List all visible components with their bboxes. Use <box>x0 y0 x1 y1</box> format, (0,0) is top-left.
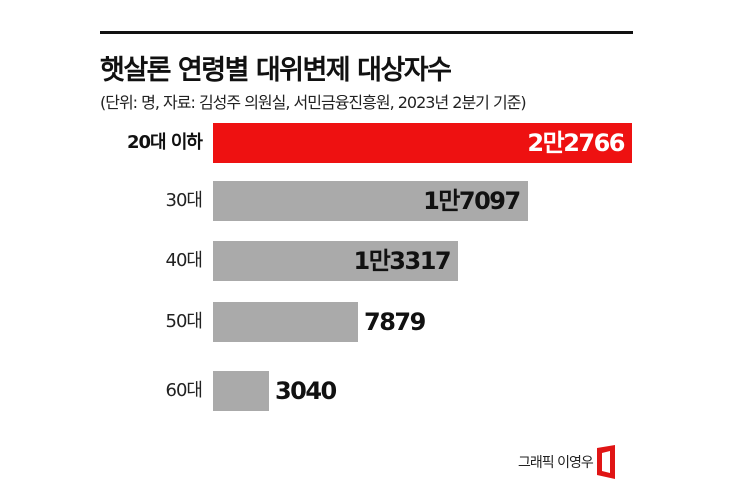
category-label: 30대 <box>165 190 203 211</box>
red-trapezoid-logo-icon <box>597 445 615 479</box>
bar <box>213 181 528 221</box>
category-label: 40대 <box>165 250 203 271</box>
value-label: 3040 <box>274 377 337 405</box>
value-label: 7879 <box>364 308 426 336</box>
category-label: 20대 이하 <box>127 132 203 153</box>
bar <box>213 123 632 163</box>
chart-subtitle: (단위: 명, 자료: 김성주 의원실, 서민금융진흥원, 2023년 2분기 … <box>100 93 527 112</box>
category-label: 50대 <box>165 311 203 332</box>
value-label: 2만2766 <box>527 129 625 157</box>
graphic-credit: 그래픽 이영우 <box>518 455 594 471</box>
value-label: 1만7097 <box>423 187 521 215</box>
chart-title: 햇살론 연령별 대위변제 대상자수 <box>100 55 452 86</box>
bar <box>213 241 459 281</box>
value-label: 1만3317 <box>353 247 452 275</box>
bar <box>213 302 358 342</box>
category-label: 60대 <box>165 380 203 401</box>
bar <box>213 371 269 411</box>
top-rule <box>100 31 633 34</box>
